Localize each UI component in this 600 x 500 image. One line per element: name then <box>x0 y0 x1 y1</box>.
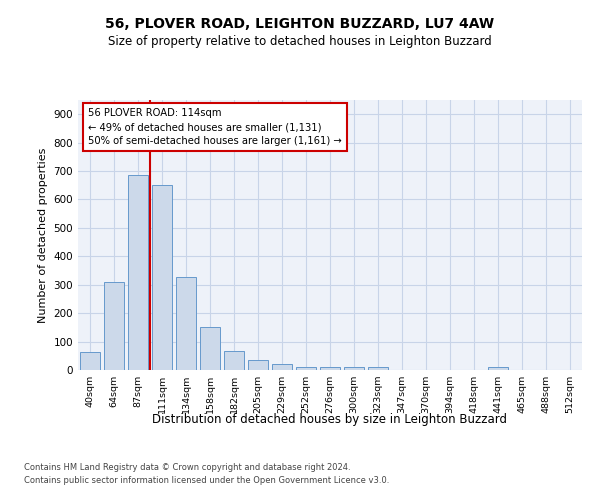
Text: Contains HM Land Registry data © Crown copyright and database right 2024.: Contains HM Land Registry data © Crown c… <box>24 462 350 471</box>
Bar <box>368 367 388 370</box>
Bar <box>176 277 196 370</box>
Bar <box>104 282 124 370</box>
Bar <box>128 176 148 370</box>
Bar <box>80 352 100 370</box>
Bar <box>248 360 268 370</box>
Text: Size of property relative to detached houses in Leighton Buzzard: Size of property relative to detached ho… <box>108 35 492 48</box>
Bar <box>320 366 340 370</box>
Text: 56, PLOVER ROAD, LEIGHTON BUZZARD, LU7 4AW: 56, PLOVER ROAD, LEIGHTON BUZZARD, LU7 4… <box>106 18 494 32</box>
Bar <box>224 350 244 370</box>
Text: Contains public sector information licensed under the Open Government Licence v3: Contains public sector information licen… <box>24 476 389 485</box>
Text: Distribution of detached houses by size in Leighton Buzzard: Distribution of detached houses by size … <box>152 412 508 426</box>
Bar <box>296 366 316 370</box>
Bar <box>200 328 220 370</box>
Text: 56 PLOVER ROAD: 114sqm
← 49% of detached houses are smaller (1,131)
50% of semi-: 56 PLOVER ROAD: 114sqm ← 49% of detached… <box>88 108 342 146</box>
Y-axis label: Number of detached properties: Number of detached properties <box>38 148 48 322</box>
Bar <box>272 364 292 370</box>
Bar <box>488 366 508 370</box>
Bar <box>152 186 172 370</box>
Bar <box>344 366 364 370</box>
